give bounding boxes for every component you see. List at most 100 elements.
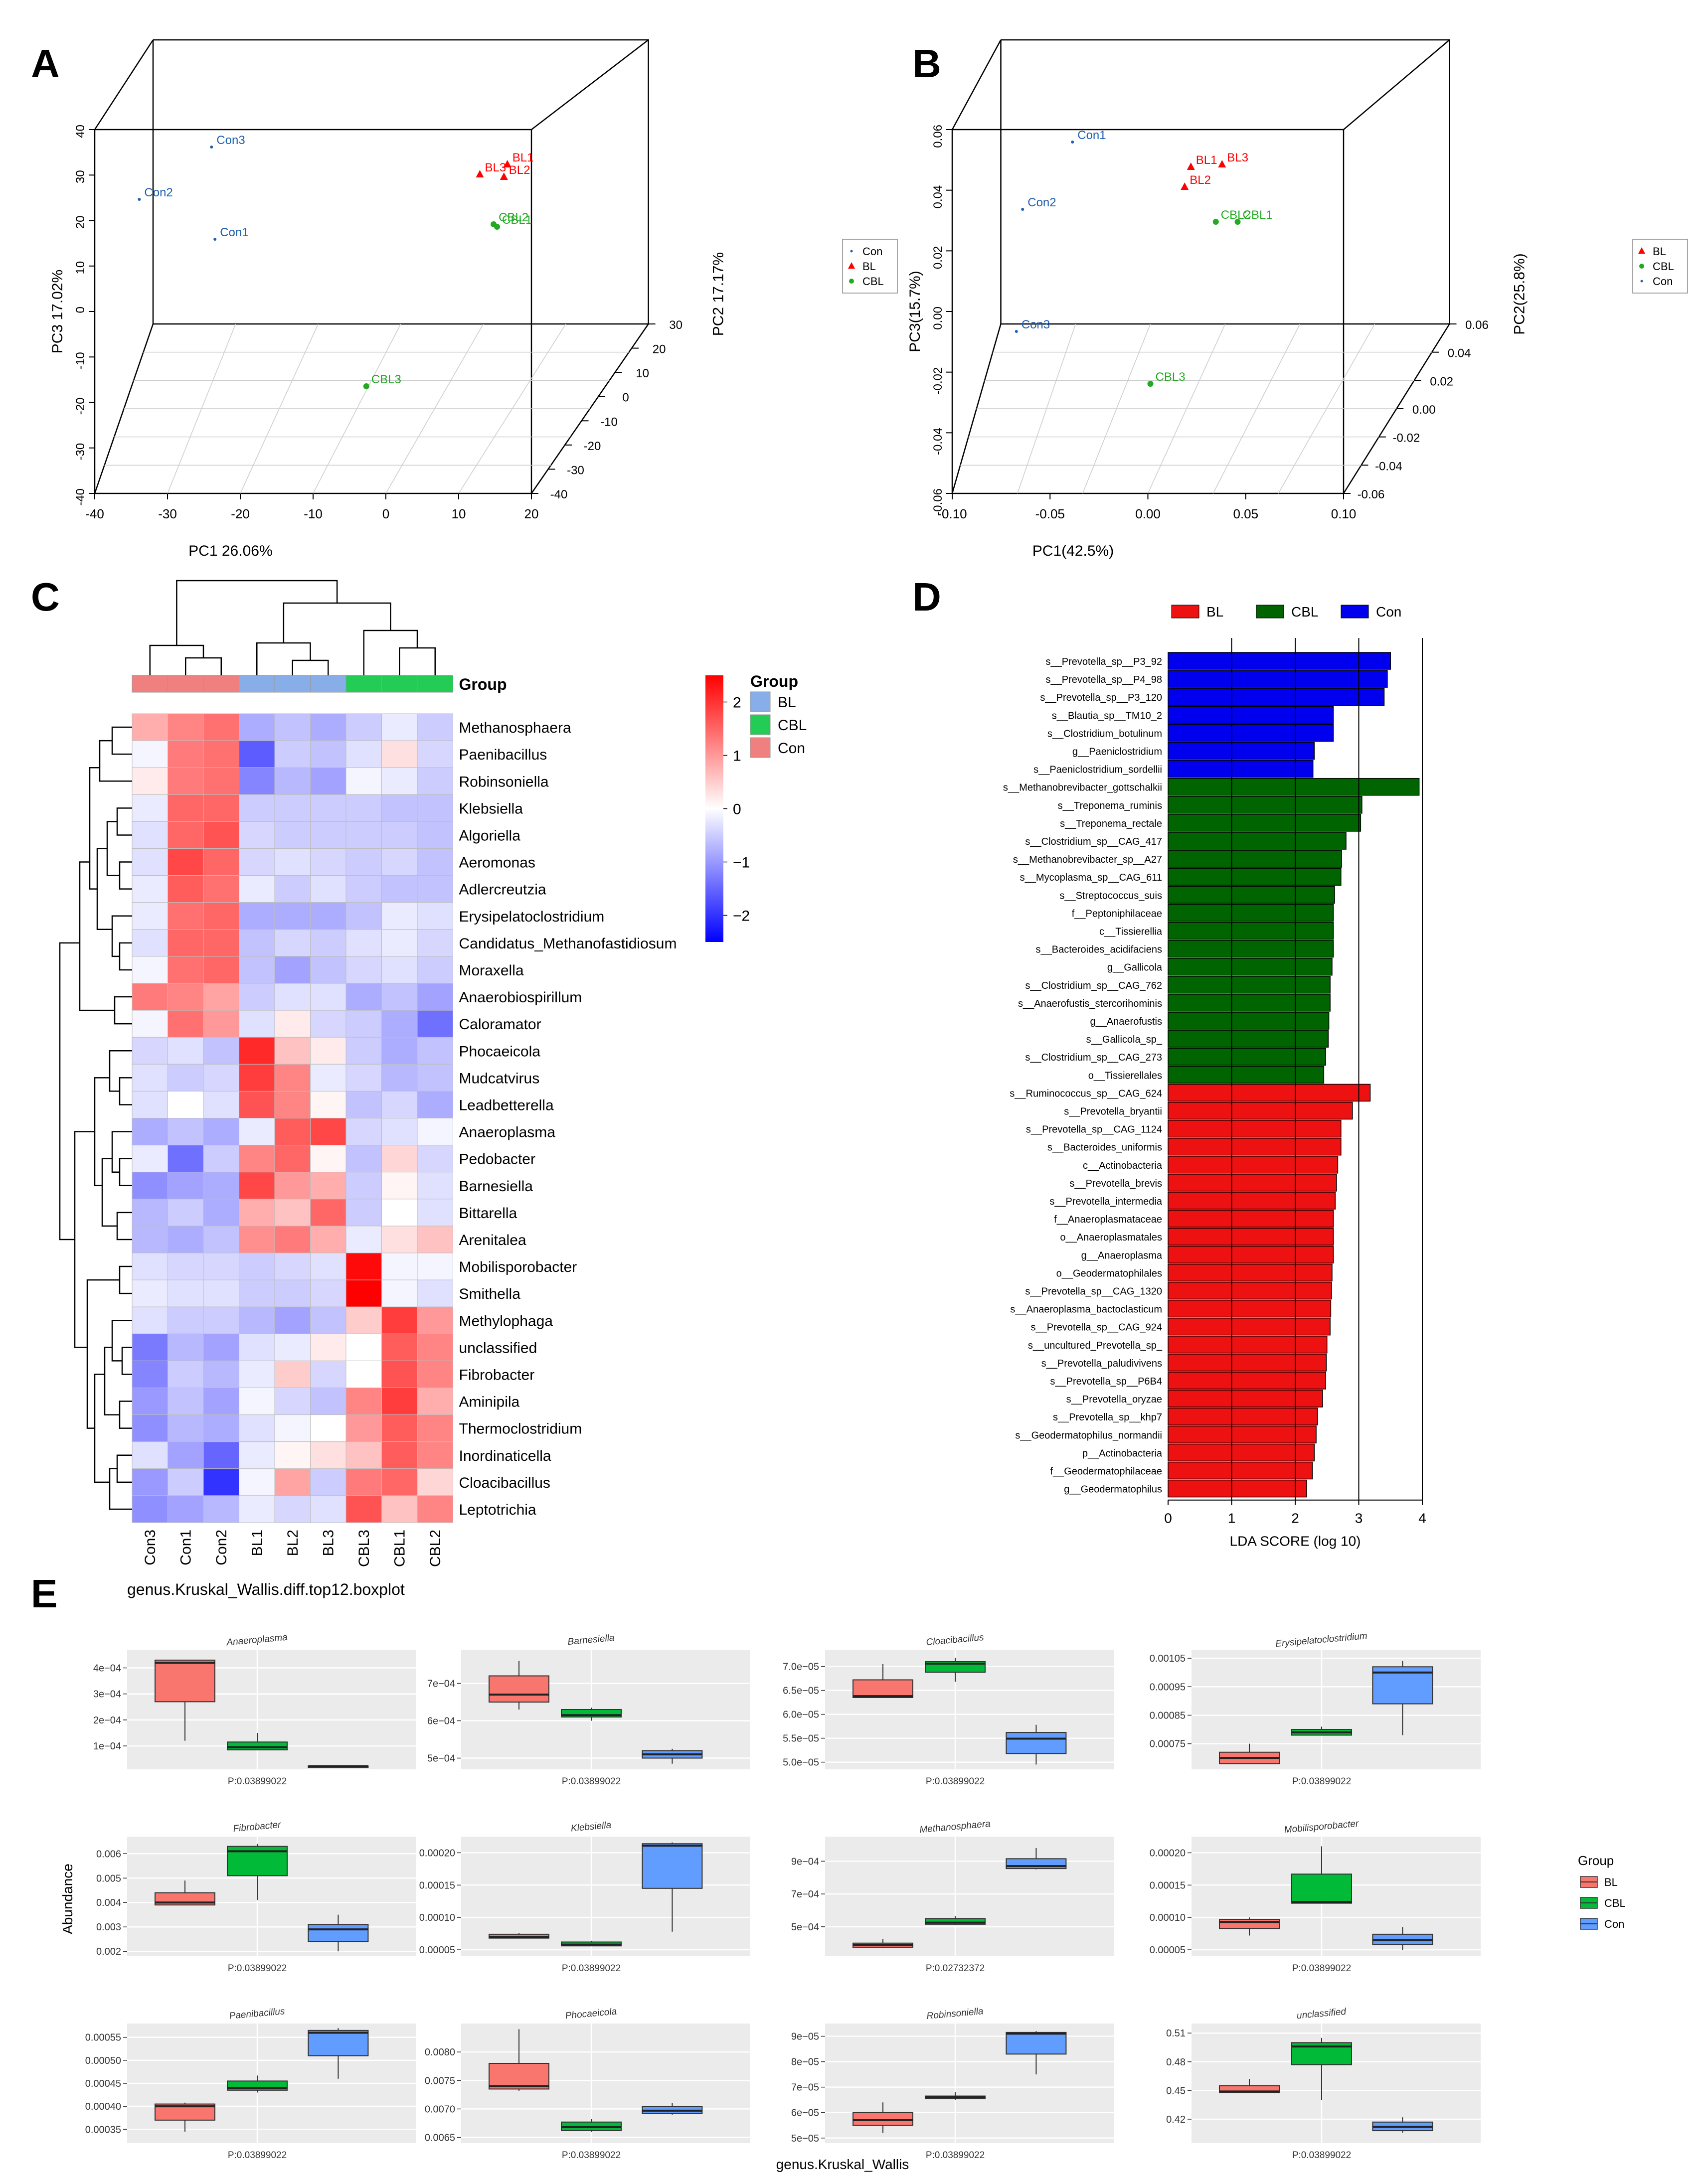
- bar-label: s__Prevotella_sp__P3_120: [1040, 692, 1162, 703]
- group-bar-cell: [168, 675, 204, 693]
- point-Con2: [1021, 208, 1024, 211]
- y-tick-label: 0.00105: [1150, 1653, 1186, 1664]
- x-tick-label: 10: [452, 506, 466, 521]
- heatmap-cell: [132, 902, 168, 930]
- bar-label: s__Ruminococcus_sp__CAG_624: [1010, 1088, 1162, 1099]
- heatmap-cell: [310, 740, 346, 768]
- heatmap-cell: [381, 1172, 418, 1200]
- legend-label: CBL: [1604, 1897, 1626, 1909]
- heatmap-cell: [239, 1010, 275, 1038]
- heatmap-cell: [168, 1252, 204, 1280]
- y-tick-label: -30: [567, 464, 584, 477]
- y-axis-label: Abundance: [60, 1864, 75, 1934]
- y-tick-label: 0.0080: [425, 2047, 455, 2058]
- bar-label: s__Prevotella_sp__P6B4: [1050, 1376, 1162, 1387]
- y-tick-label: -0.02: [1392, 432, 1420, 445]
- y-tick-label: 9e−05: [791, 2031, 819, 2042]
- heatmap-cell: [168, 1172, 204, 1200]
- lda-bar: [1168, 814, 1362, 832]
- heatmap-cell: [203, 1091, 239, 1118]
- y-tick-label: 0.002: [96, 1946, 121, 1957]
- box: [308, 2029, 369, 2056]
- bar-label: o__Anaeroplasmatales: [1060, 1232, 1162, 1243]
- facet-panel: [1192, 1650, 1481, 1769]
- heatmap-cell: [417, 1495, 453, 1523]
- y-tick-label: -0.06: [1358, 488, 1385, 501]
- x-tick-label: -20: [231, 506, 250, 521]
- heatmap-cell: [274, 1360, 311, 1388]
- heatmap-cell: [345, 713, 382, 741]
- z-tick-label: 10: [74, 261, 87, 275]
- heatmap-cell: [132, 821, 168, 849]
- y-tick-label: 7.0e−05: [783, 1662, 819, 1673]
- lda-bar: [1168, 976, 1331, 994]
- x-tick-label: 0.00: [1135, 506, 1161, 521]
- x-tick-label: 0: [1164, 1511, 1172, 1526]
- heatmap-cell: [381, 875, 418, 903]
- heatmap-cell: [417, 767, 453, 795]
- heatmap-cell: [239, 1306, 275, 1334]
- heatmap-cell: [310, 713, 346, 741]
- y-tick-label: 0.00015: [419, 1880, 455, 1891]
- z-tick-label: 0.00: [931, 307, 945, 330]
- legend-label: Con: [862, 245, 882, 258]
- legend-label: CBL: [862, 275, 884, 288]
- row-label: Adlercreutzia: [459, 882, 546, 898]
- heatmap-cell: [381, 902, 418, 930]
- group-bar-cell: [345, 675, 382, 693]
- bar-label: g__Gallicola: [1107, 962, 1163, 973]
- x-tick-label: 20: [524, 506, 539, 521]
- heatmap-cell: [203, 713, 239, 741]
- heatmap-cell: [132, 1010, 168, 1038]
- heatmap-cell: [132, 1172, 168, 1200]
- heatmap-cell: [203, 902, 239, 930]
- group-bar-label: Group: [459, 675, 507, 693]
- row-label: Cloacibacillus: [459, 1475, 550, 1491]
- heatmap-cell: [345, 821, 382, 849]
- y-tick-label: 3e−04: [93, 1689, 121, 1700]
- box: [155, 1659, 215, 1703]
- lda-bar: [1168, 1174, 1337, 1192]
- heatmap-cell: [274, 1199, 311, 1227]
- row-label: Methanosphaera: [459, 720, 571, 736]
- z-axis-label: PC3(15.7%): [907, 271, 923, 352]
- x-axis-label: genus.Kruskal_Wallis: [776, 2157, 909, 2172]
- lda-bar: [1168, 1012, 1330, 1030]
- heatmap-cell: [274, 740, 311, 768]
- heatmap-cell: [381, 929, 418, 957]
- heatmap-cell: [345, 1441, 382, 1469]
- y-tick-label: 6.0e−05: [783, 1710, 819, 1720]
- heatmap-cell: [274, 1468, 311, 1496]
- heatmap-cell: [239, 983, 275, 1011]
- heatmap-cell: [417, 1306, 453, 1334]
- heatmap-cell: [168, 1064, 204, 1092]
- heatmap-cell: [310, 875, 346, 903]
- lda-bar: [1168, 1372, 1326, 1390]
- y-axis-label: PC2(25.8%): [1512, 253, 1528, 334]
- y-tick-label: 0.00095: [1150, 1682, 1186, 1693]
- row-dendrogram-branch: [111, 1320, 132, 1362]
- cube-edge: [531, 39, 649, 130]
- legend-label: Con: [1376, 604, 1401, 620]
- lda-bar: [1168, 1317, 1331, 1336]
- scale-tick-label: 1: [733, 748, 741, 765]
- lda-bar: [1168, 796, 1363, 814]
- heatmap-cell: [310, 821, 346, 849]
- heatmap-cell: [381, 821, 418, 849]
- y-tick-label: 0.42: [1166, 2114, 1186, 2125]
- row-dendrogram-branch: [104, 1347, 120, 1415]
- heatmap-cell: [132, 929, 168, 957]
- heatmap-cell: [239, 1468, 275, 1496]
- heatmap-cell: [239, 821, 275, 849]
- point-CBL1: [1234, 219, 1241, 225]
- lda-bar: [1168, 1030, 1329, 1048]
- point-label: CBL3: [371, 373, 401, 386]
- lda-bar: [1168, 1263, 1333, 1282]
- point-Con3: [210, 146, 213, 149]
- point-Con2: [138, 198, 141, 201]
- y-tick-label: 5.5e−05: [783, 1733, 819, 1744]
- heatmap-cell: [274, 1414, 311, 1442]
- y-tick-label: 20: [653, 343, 666, 356]
- bar-label: s__Methanobrevibacter_sp__A27: [1013, 854, 1162, 865]
- y-tick-label: 5e−04: [791, 1922, 819, 1933]
